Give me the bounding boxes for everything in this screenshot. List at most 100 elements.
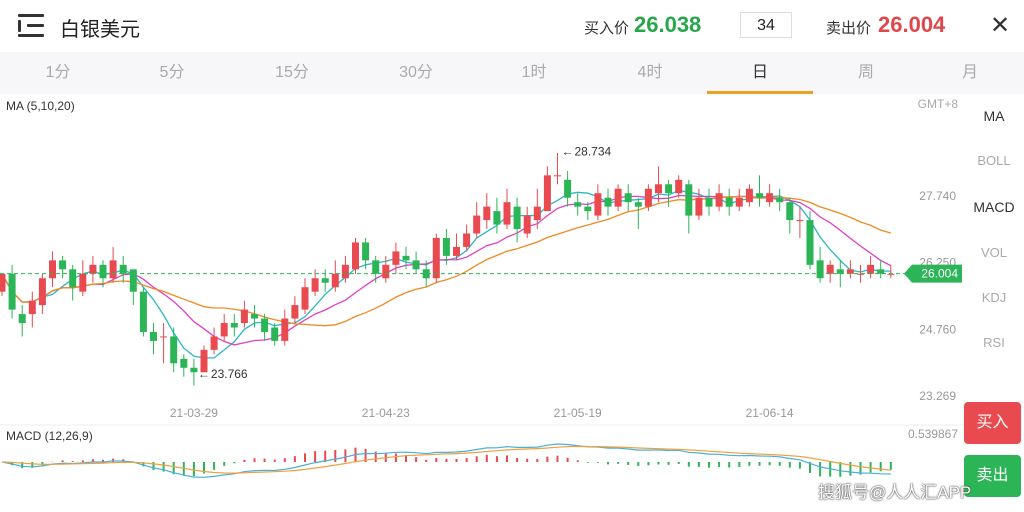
candle-body — [28, 300, 36, 315]
candle-body — [8, 273, 16, 310]
x-tick-label: 21-04-23 — [362, 406, 410, 420]
tab-1hour[interactable]: 1时 — [521, 64, 547, 81]
candle-body — [644, 188, 652, 207]
buy-price-label: 买入价 — [584, 20, 630, 37]
candle-body — [715, 193, 723, 207]
quantity-field[interactable]: 34 — [740, 12, 792, 38]
indicator-rsi[interactable]: RSI — [983, 335, 1005, 350]
candle-body — [402, 255, 410, 261]
candle-body — [412, 260, 420, 270]
indicator-ma[interactable]: MA — [983, 108, 1005, 124]
indicator-boll[interactable]: BOLL — [977, 153, 1011, 168]
buy-button[interactable]: 买入 — [964, 402, 1021, 444]
max-price-arrow: ← — [562, 144, 574, 158]
timeframe-tabs: 1分 5分 15分 30分 1时 4时 日 周 月 — [0, 52, 1024, 94]
candle-body — [634, 202, 642, 207]
buy-price-value: 26.038 — [634, 12, 702, 37]
tab-15min[interactable]: 15分 — [275, 64, 309, 81]
y-tick-label: 23.269 — [919, 389, 956, 403]
candle-body — [725, 197, 733, 207]
candle-body — [473, 215, 481, 234]
tab-week[interactable]: 周 — [857, 64, 874, 81]
candle-body — [806, 220, 814, 265]
candle-body — [846, 269, 854, 274]
tab-30min[interactable]: 30分 — [399, 64, 433, 81]
candle-body — [766, 193, 774, 203]
candle-body — [432, 237, 440, 279]
current-price-badge — [904, 264, 962, 283]
candle-body — [230, 323, 238, 328]
candle-body — [867, 264, 875, 274]
candle-body — [705, 197, 713, 207]
candle-body — [543, 175, 551, 212]
min-price-arrow: ← — [198, 367, 210, 381]
tab-1min[interactable]: 1分 — [45, 64, 71, 81]
candle-body — [271, 327, 279, 341]
candle-body — [776, 197, 784, 203]
candle-body — [756, 193, 763, 198]
candle-body — [857, 273, 864, 275]
candle-body — [261, 318, 269, 332]
candle-body — [574, 202, 582, 207]
max-price-label: 28.734 — [575, 144, 612, 158]
candle-body — [826, 264, 834, 274]
current-price-value: 26.004 — [921, 267, 958, 281]
candle-body — [735, 197, 743, 207]
candle-body — [493, 211, 501, 225]
candle-body — [341, 264, 349, 279]
candle-body — [352, 242, 359, 270]
macd-dif-line — [1, 443, 891, 478]
candle-body — [796, 220, 804, 222]
candle-body — [564, 179, 572, 198]
candle-body — [503, 202, 511, 225]
tab-5min[interactable]: 5分 — [159, 64, 185, 81]
candle-body — [695, 197, 703, 216]
candle-body — [150, 331, 157, 341]
close-icon[interactable]: ✕ — [989, 12, 1011, 39]
candle-body — [685, 184, 693, 216]
candle-body — [392, 251, 400, 265]
candle-body — [786, 202, 794, 221]
candle-body — [251, 314, 258, 319]
header-bar: 白银美元 买入价 26.038 34 卖出价 26.004 ✕ — [0, 0, 1024, 52]
candle-body — [836, 269, 844, 274]
x-tick-label: 21-03-29 — [170, 406, 218, 420]
indicator-kdj[interactable]: KDJ — [981, 290, 1007, 305]
sell-price-label: 卖出价 — [826, 20, 872, 37]
candle-body — [240, 309, 248, 324]
candle-body — [321, 278, 329, 283]
macd-top-value: 0.539867 — [908, 427, 958, 441]
menu-icon[interactable] — [18, 14, 44, 38]
candle-body — [665, 184, 673, 194]
macd-dea-line — [1, 445, 891, 474]
candle-body — [483, 206, 491, 221]
candle-body — [49, 260, 56, 279]
candle-body — [109, 260, 117, 279]
tab-month[interactable]: 月 — [961, 64, 978, 81]
candle-body — [372, 260, 380, 274]
candle-body — [594, 193, 602, 216]
candle-body — [584, 206, 592, 212]
candle-body — [170, 336, 178, 364]
indicator-macd[interactable]: MACD — [973, 199, 1015, 215]
candle-body — [139, 291, 147, 332]
indicator-vol[interactable]: VOL — [980, 245, 1007, 260]
candle-body — [18, 314, 26, 324]
candle-body — [362, 242, 370, 261]
candle-body — [89, 264, 97, 274]
y-tick-label: 24.760 — [919, 322, 956, 336]
candle-body — [533, 206, 541, 221]
candle-body — [0, 273, 6, 292]
candle-body — [442, 237, 450, 256]
candle-body — [887, 273, 895, 275]
candle-body — [281, 318, 289, 341]
candle-body — [311, 278, 319, 292]
tab-day[interactable]: 日 — [751, 64, 768, 81]
candle-body — [220, 323, 228, 337]
candle-body — [301, 287, 309, 310]
tab-4hour[interactable]: 4时 — [637, 64, 663, 81]
candle-body — [180, 358, 188, 368]
candle-body — [604, 197, 612, 207]
sell-button[interactable]: 卖出 — [964, 455, 1021, 497]
